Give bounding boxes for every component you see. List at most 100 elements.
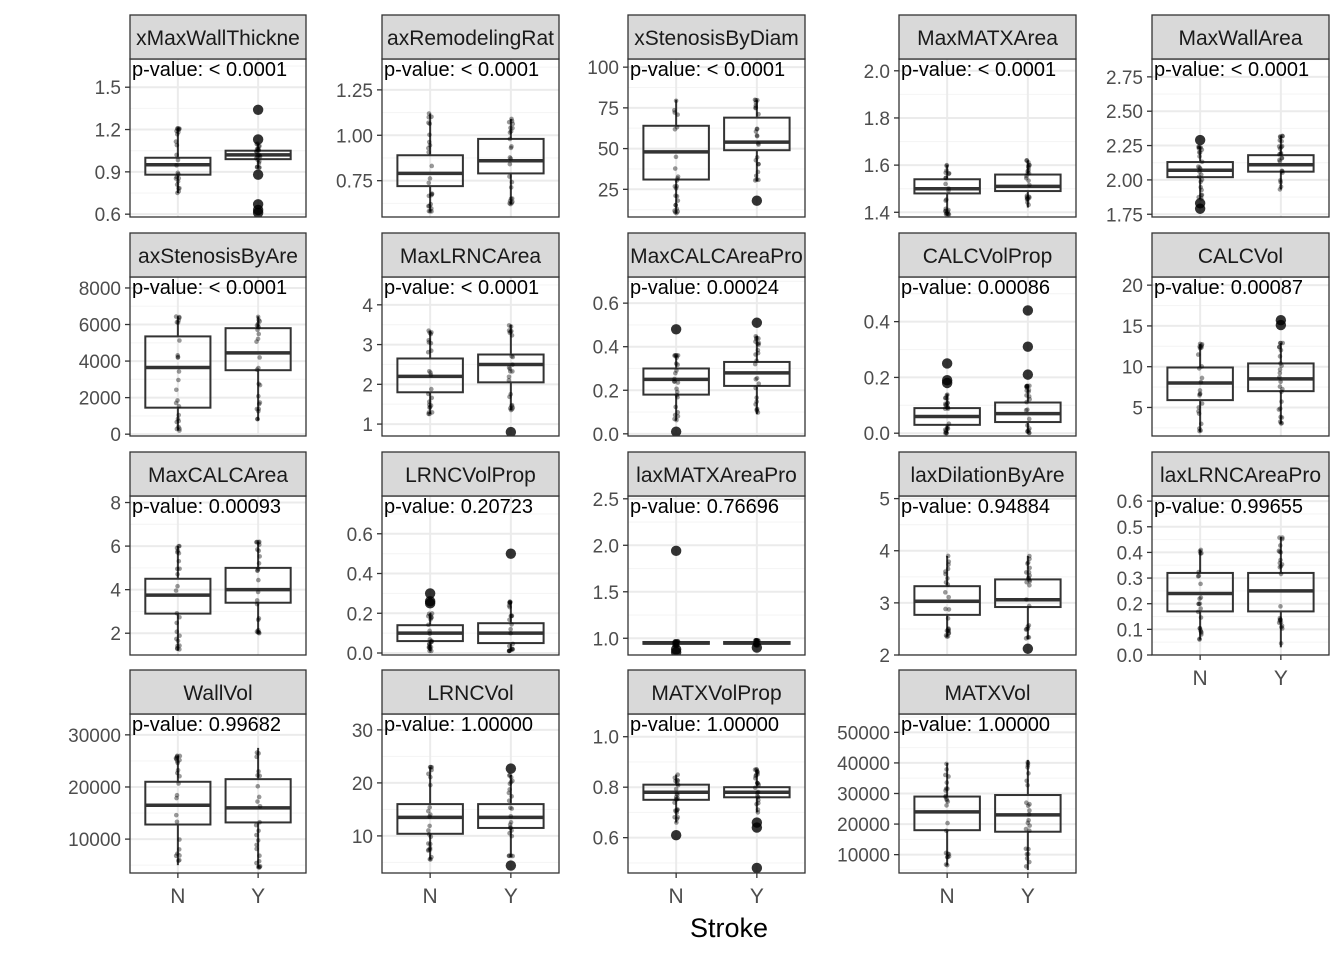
data-point (506, 853, 512, 859)
data-point (428, 812, 433, 817)
data-point (425, 349, 431, 355)
panel-marks (396, 548, 545, 654)
p-value-label: p-value: < 0.0001 (132, 59, 287, 81)
data-point (1025, 626, 1031, 631)
outlier-point (424, 588, 436, 599)
data-point (1025, 560, 1031, 565)
y-tick-label: 30000 (68, 726, 121, 747)
data-point (672, 775, 678, 781)
data-point (426, 641, 432, 647)
data-point (426, 832, 432, 837)
data-point (756, 782, 762, 788)
data-point (256, 148, 261, 154)
data-point (1023, 627, 1029, 632)
facet-strip (627, 232, 806, 278)
data-point (176, 424, 181, 430)
data-point (943, 850, 949, 856)
facet-panels: p-value: < 0.0001 xMaxWallThickne 0.6 0.9 1.… (68, 14, 1330, 908)
data-point (1279, 143, 1285, 149)
data-point (506, 323, 512, 328)
data-point (425, 848, 431, 853)
data-point (506, 853, 512, 858)
data-point (427, 856, 433, 862)
data-point (755, 347, 761, 353)
data-point (1279, 623, 1285, 629)
data-point (944, 828, 949, 834)
box-N (1166, 341, 1234, 434)
data-point (508, 196, 514, 202)
data-point (672, 376, 677, 382)
outlier-point (1022, 341, 1034, 352)
data-point (426, 120, 431, 126)
data-point (174, 645, 180, 651)
data-point (756, 336, 761, 341)
y-tick-label: 50000 (837, 723, 890, 744)
data-point (256, 751, 261, 756)
p-value-label: p-value: 0.76696 (630, 496, 779, 518)
data-point (1197, 601, 1203, 606)
data-point (175, 353, 180, 358)
data-point (675, 778, 681, 784)
y-tick-label: 10 (1122, 358, 1143, 379)
data-point (1278, 179, 1283, 185)
data-point (429, 767, 434, 773)
data-point (945, 634, 951, 639)
data-point (427, 631, 433, 636)
data-point (672, 416, 677, 422)
data-point (510, 121, 516, 127)
data-point (1023, 826, 1029, 832)
data-point (1277, 344, 1282, 350)
y-tick-label: 1.00 (336, 126, 373, 147)
data-point (754, 126, 760, 132)
data-point (257, 382, 263, 388)
data-point (945, 576, 950, 581)
data-point (755, 781, 761, 786)
data-point (1278, 134, 1283, 140)
data-point (673, 202, 679, 208)
data-point (1278, 557, 1283, 563)
facet-title: MaxCALCArea (148, 464, 288, 487)
y-tick-label: 0.2 (864, 368, 890, 389)
data-point (752, 97, 758, 103)
data-point (508, 853, 514, 858)
panel-marks (144, 104, 292, 217)
data-point (1277, 615, 1283, 621)
data-point (754, 358, 759, 364)
data-point (427, 646, 433, 652)
box-N (396, 111, 464, 214)
y-tick-label: 0.4 (1117, 543, 1144, 564)
data-point (945, 405, 950, 410)
box-iqr (144, 335, 212, 409)
data-point (428, 331, 434, 337)
data-point (507, 174, 512, 179)
data-point (174, 795, 179, 801)
p-value-label: p-value: 0.99682 (132, 714, 281, 736)
data-point (753, 103, 759, 109)
data-point (173, 139, 179, 144)
data-point (1199, 632, 1204, 637)
data-point (429, 330, 434, 335)
data-point (1198, 421, 1204, 427)
data-point (673, 640, 678, 646)
data-point (426, 337, 431, 343)
y-tick-label: 6 (110, 537, 121, 558)
data-point (1279, 624, 1284, 630)
panel-marks (144, 539, 292, 652)
data-point (1197, 145, 1202, 150)
data-point (1025, 429, 1031, 434)
data-point (752, 361, 758, 367)
data-point (755, 638, 761, 643)
data-point (1198, 595, 1204, 600)
facet-strip (129, 232, 307, 278)
data-point (1277, 564, 1283, 570)
y-tick-label: 2.5 (593, 490, 619, 511)
data-point (675, 198, 681, 203)
data-point (427, 645, 432, 650)
data-point (673, 638, 678, 644)
data-point (753, 173, 759, 179)
data-point (1277, 146, 1283, 152)
data-point (508, 779, 514, 785)
data-point (175, 126, 180, 131)
data-point (1027, 573, 1032, 578)
data-point (1025, 383, 1030, 389)
